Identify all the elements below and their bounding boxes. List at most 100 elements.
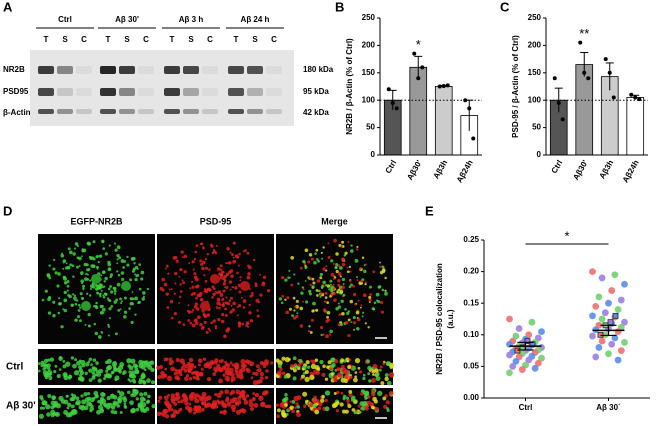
puncta — [62, 261, 65, 264]
puncta — [316, 294, 319, 297]
puncta — [166, 375, 173, 382]
puncta — [294, 305, 297, 309]
puncta — [194, 398, 200, 404]
puncta — [206, 376, 212, 382]
puncta — [195, 277, 199, 282]
puncta — [256, 314, 260, 318]
puncta — [356, 326, 360, 331]
puncta — [100, 289, 103, 292]
puncta — [362, 400, 368, 407]
puncta — [375, 376, 381, 381]
puncta — [254, 371, 259, 376]
puncta — [343, 369, 349, 375]
puncta — [174, 368, 178, 372]
puncta — [113, 289, 117, 293]
puncta — [179, 283, 182, 286]
puncta — [114, 332, 118, 336]
puncta — [142, 291, 146, 295]
puncta — [201, 266, 205, 271]
puncta — [91, 366, 96, 370]
puncta — [203, 314, 208, 319]
puncta — [238, 252, 241, 256]
puncta — [368, 379, 372, 383]
row-label: Ctrl — [6, 362, 23, 373]
puncta — [230, 389, 236, 395]
data-point — [445, 83, 450, 88]
puncta — [78, 375, 84, 381]
puncta — [329, 279, 333, 283]
puncta — [173, 311, 178, 316]
puncta — [201, 391, 207, 397]
puncta — [382, 362, 385, 366]
puncta — [342, 293, 346, 297]
puncta — [364, 390, 370, 395]
puncta — [332, 291, 336, 295]
puncta — [120, 259, 125, 263]
puncta — [180, 250, 184, 254]
puncta — [170, 366, 175, 372]
puncta — [237, 264, 240, 267]
puncta — [300, 291, 304, 295]
puncta — [371, 392, 376, 397]
puncta — [201, 400, 207, 406]
band — [57, 88, 73, 96]
puncta — [138, 287, 142, 291]
band — [164, 66, 180, 74]
puncta — [382, 396, 387, 401]
puncta — [174, 282, 177, 285]
puncta — [334, 359, 339, 364]
puncta — [133, 389, 139, 395]
puncta — [340, 245, 343, 248]
puncta — [42, 406, 46, 410]
puncta — [106, 396, 111, 401]
puncta — [146, 378, 151, 383]
puncta — [231, 253, 234, 256]
y-axis-label: NR2B / β-Actin (% of Ctrl) — [345, 38, 354, 135]
puncta — [226, 327, 230, 331]
puncta — [329, 295, 332, 298]
puncta — [85, 272, 88, 276]
band — [266, 66, 282, 74]
band — [247, 66, 263, 74]
puncta — [178, 408, 182, 412]
puncta — [328, 333, 332, 336]
puncta — [40, 363, 44, 368]
puncta — [337, 278, 341, 283]
puncta — [225, 286, 229, 290]
puncta — [296, 412, 302, 418]
puncta — [213, 366, 219, 372]
puncta — [338, 274, 341, 277]
puncta — [333, 392, 337, 396]
data-point — [621, 338, 628, 346]
soma — [200, 301, 210, 311]
puncta — [188, 262, 191, 265]
y-tick-label: 0.05 — [463, 362, 479, 371]
puncta — [291, 409, 295, 414]
puncta — [79, 292, 83, 296]
puncta — [214, 325, 217, 328]
puncta — [120, 271, 125, 275]
puncta — [63, 308, 68, 313]
lane-label: C — [81, 35, 87, 44]
puncta — [106, 405, 111, 410]
puncta — [128, 373, 135, 379]
data-point — [633, 95, 638, 100]
puncta — [290, 283, 294, 287]
puncta — [339, 323, 343, 327]
lane-label: S — [188, 35, 194, 44]
puncta — [224, 389, 230, 395]
puncta — [208, 268, 211, 271]
puncta — [299, 324, 304, 328]
puncta — [363, 269, 367, 274]
puncta — [119, 297, 122, 301]
puncta — [212, 292, 216, 297]
puncta — [229, 288, 232, 291]
puncta — [82, 288, 85, 291]
puncta — [202, 357, 207, 361]
puncta — [380, 381, 385, 386]
puncta — [103, 292, 107, 296]
puncta — [185, 374, 190, 378]
puncta — [221, 312, 225, 317]
band — [138, 109, 154, 114]
puncta — [184, 364, 190, 369]
